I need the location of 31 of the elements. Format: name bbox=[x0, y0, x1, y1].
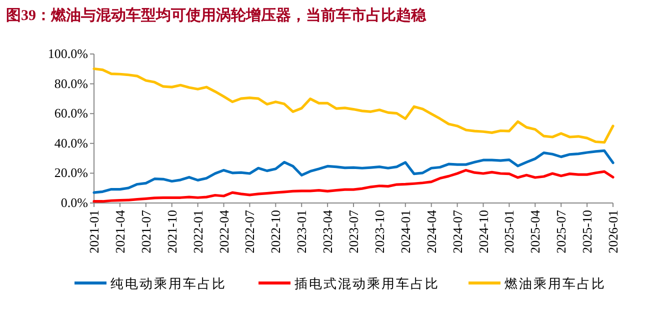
y-tick-label: 20.0% bbox=[54, 165, 88, 180]
x-tick-label: 2023-01 bbox=[294, 210, 310, 254]
x-tick-label: 2021-04 bbox=[112, 210, 128, 254]
x-tick-label: 2022-07 bbox=[242, 210, 258, 254]
chart-title: 图39：燃油与混动车型均可使用涡轮增压器，当前车市占比趋稳 bbox=[6, 6, 427, 24]
x-tick-label: 2022-10 bbox=[268, 210, 284, 254]
x-tick-label: 2023-07 bbox=[346, 210, 361, 254]
x-tick-label: 2024-04 bbox=[424, 210, 439, 254]
x-tick-label: 2024-01 bbox=[398, 210, 413, 254]
y-tick-label: 80.0% bbox=[54, 76, 88, 91]
x-tick-label: 2022-01 bbox=[190, 210, 206, 254]
y-tick-label: 60.0% bbox=[54, 106, 88, 121]
x-tick-label: 2025-01 bbox=[502, 210, 517, 254]
x-tick-label: 2021-07 bbox=[138, 210, 154, 254]
x-tick-label: 2025-10 bbox=[580, 210, 595, 254]
x-tick-label: 2025-04 bbox=[528, 210, 543, 254]
x-tick-label: 2026-01 bbox=[606, 210, 620, 254]
legend-label: 插电式混动乘用车占比 bbox=[294, 276, 440, 291]
x-tick-label: 2021-10 bbox=[164, 210, 180, 254]
x-tick-label: 2022-04 bbox=[216, 210, 232, 254]
y-tick-label: 0.0% bbox=[60, 195, 88, 210]
x-tick-label: 2024-07 bbox=[450, 210, 465, 254]
x-tick-label: 2025-07 bbox=[554, 210, 569, 254]
legend-label: 燃油乘用车占比 bbox=[504, 276, 606, 291]
x-tick-label: 2021-01 bbox=[86, 210, 102, 254]
y-tick-label: 100.0% bbox=[48, 46, 88, 61]
x-tick-label: 2023-04 bbox=[320, 210, 336, 254]
x-tick-label: 2024-10 bbox=[476, 210, 491, 254]
x-tick-label: 2023-10 bbox=[372, 210, 387, 254]
legend-label: 纯电动乘用车占比 bbox=[110, 276, 226, 291]
y-tick-label: 40.0% bbox=[54, 135, 88, 150]
